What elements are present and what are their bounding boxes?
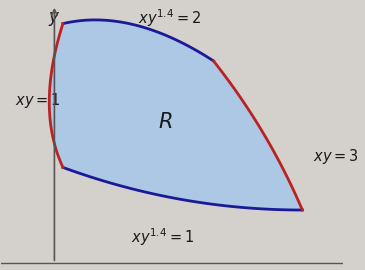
Text: $xy^{1.4}=2$: $xy^{1.4}=2$ bbox=[138, 7, 201, 29]
Text: $y$: $y$ bbox=[48, 10, 61, 28]
Text: $R$: $R$ bbox=[158, 112, 173, 132]
Polygon shape bbox=[49, 20, 302, 210]
Text: $xy=3$: $xy=3$ bbox=[313, 147, 358, 166]
Text: $xy=1$: $xy=1$ bbox=[15, 91, 61, 110]
Text: $xy^{1.4}=1$: $xy^{1.4}=1$ bbox=[131, 226, 193, 248]
